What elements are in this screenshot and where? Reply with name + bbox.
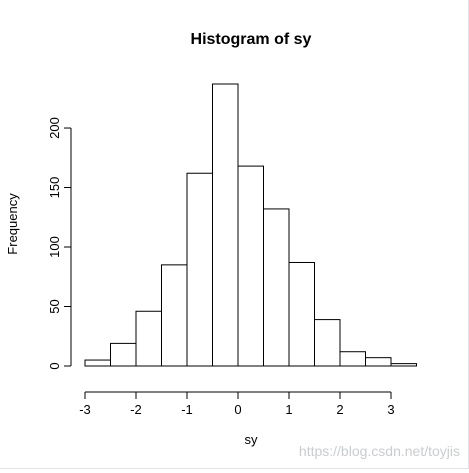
histogram-bar-11 [365, 357, 392, 367]
x-tick-label-5: 2 [336, 402, 343, 417]
y-tick-label-2: 100 [47, 236, 62, 258]
chart-title: Histogram of sy [191, 31, 312, 48]
y-tick-label-1: 50 [47, 299, 62, 313]
x-tick-label-3: 0 [234, 402, 241, 417]
x-tick-label-1: -2 [130, 402, 142, 417]
y-tick-label-4: 200 [47, 117, 62, 139]
y-axis: 0 50 100 150 200 [47, 117, 72, 370]
histogram-bar-7 [263, 208, 290, 367]
x-tick-label-4: 1 [285, 402, 292, 417]
histogram-bar-1 [110, 342, 137, 367]
x-tick-label-6: 3 [387, 402, 394, 417]
histogram-bar-0 [84, 359, 111, 367]
histogram-bar-6 [237, 165, 264, 367]
x-axis: -3 -2 -1 0 1 2 3 [79, 391, 395, 417]
histogram-bar-5 [212, 83, 239, 367]
histogram-bar-2 [135, 310, 162, 367]
histogram-bar-4 [186, 172, 213, 367]
x-axis-label: sy [245, 432, 259, 447]
y-tick-label-0: 0 [47, 362, 62, 369]
x-tick-label-0: -3 [79, 402, 91, 417]
histogram-bar-12 [390, 363, 417, 367]
y-tick-label-3: 150 [47, 177, 62, 199]
histogram-bar-10 [339, 351, 366, 367]
y-axis-label: Frequency [5, 193, 20, 255]
watermark-text: https://blog.csdn.net/toyjis [298, 443, 460, 459]
histogram-bar-8 [288, 261, 315, 367]
histogram-bar-3 [161, 264, 188, 367]
bars-group [84, 83, 417, 367]
histogram-bar-9 [314, 319, 341, 367]
x-tick-label-2: -1 [181, 402, 193, 417]
